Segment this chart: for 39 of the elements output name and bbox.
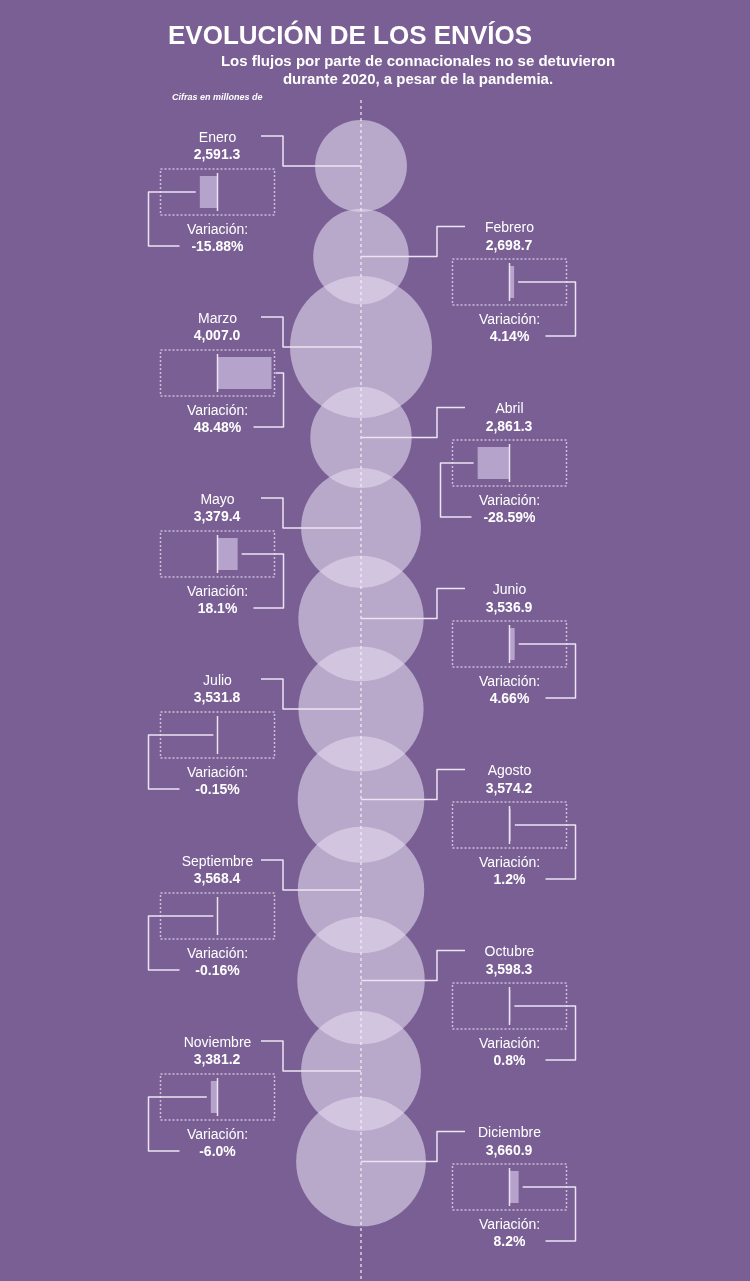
data-label: 3,660.9	[485, 1141, 533, 1158]
y-tick-label: Febrero	[484, 218, 534, 235]
data-label: 3,568.4	[193, 870, 241, 886]
data-label: Variación: 4.14%	[478, 311, 540, 344]
data-label: 3,536.9	[485, 598, 533, 615]
data-label: 3,381.2	[193, 1051, 241, 1067]
y-tick-label: Octubre	[484, 942, 535, 959]
data-label: Variación: -0.16%	[186, 944, 248, 978]
y-tick-label: Enero	[198, 128, 236, 144]
y-tick-label: Marzo	[197, 309, 237, 325]
data-label: 2,698.7	[485, 236, 533, 253]
y-tick-label: Septiembre	[181, 852, 254, 868]
data-label: Variación: -6.0%	[186, 1125, 248, 1159]
data-label: Variación: 8.2%	[478, 1216, 540, 1249]
y-tick-label: Diciembre	[477, 1123, 541, 1140]
data-label: 2,861.3	[485, 417, 533, 434]
data-label: 3,598.3	[485, 960, 533, 977]
data-label: Variación: -15.88%	[186, 220, 248, 254]
data-label: 3,531.8	[193, 689, 241, 705]
data-label: Variación: 18.1%	[186, 582, 248, 616]
data-label: 3,379.4	[193, 508, 241, 524]
data-label: 2,591.3	[193, 146, 241, 162]
y-tick-label: Mayo	[199, 490, 235, 506]
data-label: Variación: 0.8%	[478, 1035, 540, 1068]
data-label: Variación: -0.15%	[186, 763, 248, 797]
y-tick-label: Julio	[202, 671, 232, 687]
data-label: Variación: -28.59%	[478, 492, 540, 525]
data-label: Variación: 1.2%	[478, 854, 540, 887]
text: Los flujos por parte de connacionales no se detuvieron durante 2020, a pesar de la pandemia.	[219, 52, 617, 88]
y-tick-label: Junio	[492, 580, 526, 597]
data-label: 4,007.0	[193, 327, 241, 343]
data-label: Variación: 4.66%	[478, 673, 540, 706]
y-tick-label: Abril	[494, 399, 524, 416]
data-label: Variación: 48.48%	[186, 401, 248, 435]
annotation: Cifras en millones de	[172, 92, 263, 102]
y-tick-label: Noviembre	[183, 1033, 252, 1049]
text: EVOLUCIÓN DE LOS ENVÍOS	[166, 20, 534, 50]
y-tick-label: Agosto	[487, 761, 531, 778]
data-label: 3,574.2	[485, 779, 533, 796]
